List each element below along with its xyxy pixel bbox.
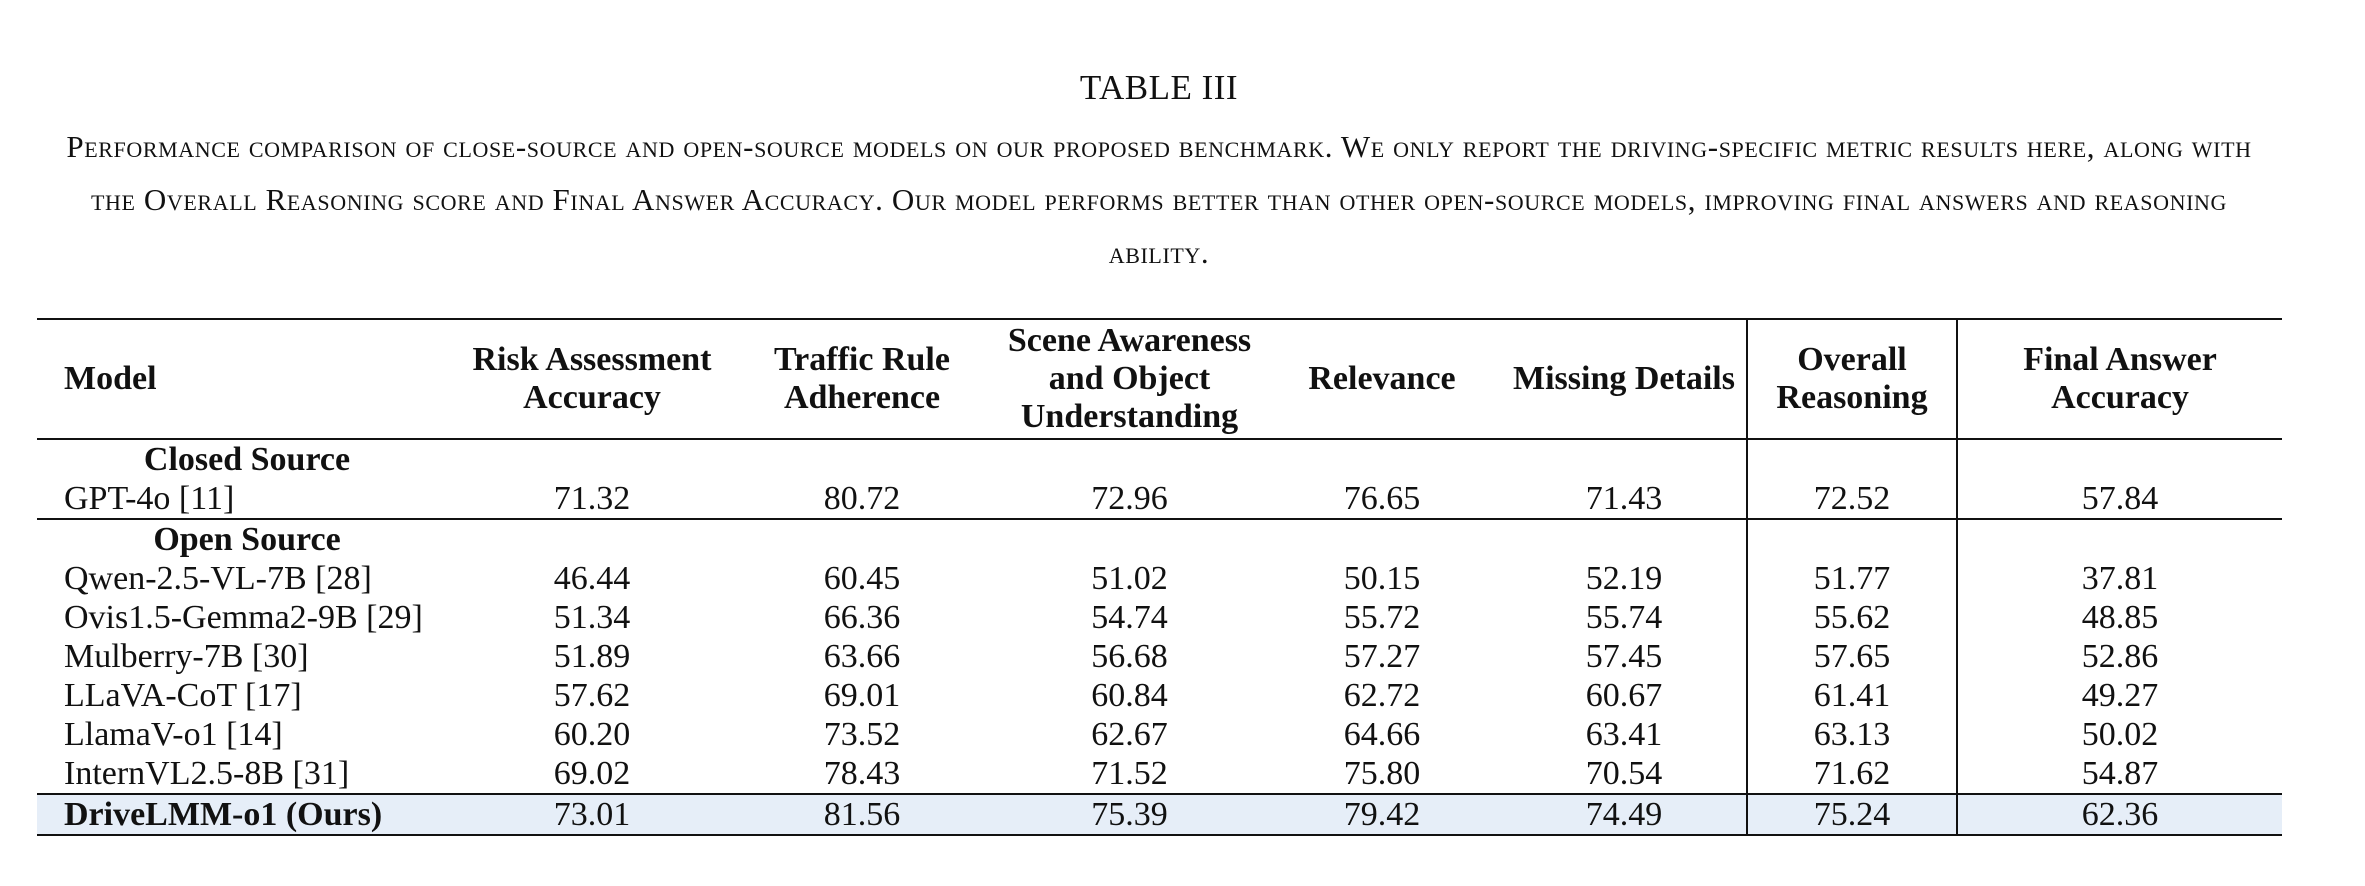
table-cell: 69.02 bbox=[553, 755, 631, 792]
table-cell: 52.86 bbox=[1956, 637, 2282, 676]
column-header-traffic-rule: Traffic Rule Adherence bbox=[727, 318, 997, 440]
table-cell: 63.13 bbox=[1746, 715, 1957, 754]
table-cell: 37.81 bbox=[1956, 559, 2282, 598]
table-cell: 75.39 bbox=[997, 793, 1262, 836]
table-row: Ovis1.5-Gemma2-9B [29] 51.34 66.36 54.74… bbox=[37, 598, 2282, 637]
table-cell: 71.43 bbox=[1585, 480, 1663, 517]
table-cell: 46.44 bbox=[553, 560, 631, 597]
table-cell: 57.45 bbox=[1585, 638, 1663, 675]
table-cell: 50.15 bbox=[1343, 560, 1421, 597]
table-cell: 70.54 bbox=[1585, 755, 1663, 792]
table-cell: 49.27 bbox=[1956, 676, 2282, 715]
model-name: DriveLMM-o1 (Ours) bbox=[37, 793, 457, 836]
table-cell: 64.66 bbox=[1343, 716, 1421, 753]
table-cell: 57.27 bbox=[1343, 638, 1421, 675]
table-cell: 79.42 bbox=[1262, 793, 1502, 836]
table-cell: 75.24 bbox=[1746, 793, 1957, 836]
table-cell: 75.80 bbox=[1343, 755, 1421, 792]
table-row: Qwen-2.5-VL-7B [28] 46.44 60.45 51.02 50… bbox=[37, 559, 2282, 598]
table-cell: 55.72 bbox=[1343, 599, 1421, 636]
table-cell: 73.52 bbox=[823, 716, 901, 753]
table-cell: 63.41 bbox=[1585, 716, 1663, 753]
table-row: LLaVA-CoT [17] 57.62 69.01 60.84 62.72 6… bbox=[37, 676, 2282, 715]
section-header-closed-source: Closed Source bbox=[37, 439, 2282, 479]
table-cell: 63.66 bbox=[823, 638, 901, 675]
table-cell: 73.01 bbox=[457, 793, 727, 836]
table-cell: 71.32 bbox=[553, 480, 631, 517]
table-cell: 57.65 bbox=[1746, 637, 1957, 676]
table-cell: 54.74 bbox=[1091, 599, 1168, 636]
table-cell: 60.84 bbox=[1091, 677, 1168, 714]
table-cell: 51.77 bbox=[1746, 559, 1957, 598]
table-cell: 80.72 bbox=[823, 480, 901, 517]
header-row: Model Risk Assessment Accuracy Traffic R… bbox=[37, 318, 2282, 440]
model-name: LLaVA-CoT [17] bbox=[64, 677, 302, 714]
table-row: GPT-4o [11] 71.32 80.72 72.96 76.65 71.4… bbox=[37, 479, 2282, 519]
table-cell: 76.65 bbox=[1343, 480, 1421, 517]
model-name: Ovis1.5-Gemma2-9B [29] bbox=[64, 599, 423, 636]
column-header-overall-reasoning: Overall Reasoning bbox=[1746, 318, 1957, 440]
table-cell: 60.45 bbox=[823, 560, 901, 597]
table-cell: 71.52 bbox=[1091, 755, 1168, 792]
table-cell: 54.87 bbox=[1956, 754, 2282, 794]
model-name: InternVL2.5-8B [31] bbox=[64, 755, 350, 792]
table-cell: 51.34 bbox=[553, 599, 631, 636]
table-cell: 74.49 bbox=[1502, 793, 1747, 836]
table-cell: 66.36 bbox=[823, 599, 901, 636]
section-label: Closed Source bbox=[143, 441, 351, 478]
column-header-relevance: Relevance bbox=[1262, 318, 1502, 440]
table-cell: 56.68 bbox=[1091, 638, 1168, 675]
table-row: Mulberry-7B [30] 51.89 63.66 56.68 57.27… bbox=[37, 637, 2282, 676]
table-cell: 57.84 bbox=[1956, 479, 2282, 519]
column-header-risk-assessment: Risk Assessment Accuracy bbox=[457, 318, 727, 440]
ours-row: DriveLMM-o1 (Ours) 73.01 81.56 75.39 79.… bbox=[37, 793, 2282, 836]
column-header-missing-details: Missing Details bbox=[1502, 318, 1747, 440]
table-row: LlamaV-o1 [14] 60.20 73.52 62.67 64.66 6… bbox=[37, 715, 2282, 754]
table-cell: 51.02 bbox=[1091, 560, 1168, 597]
column-header-model: Model bbox=[37, 318, 457, 440]
table-cell: 60.67 bbox=[1585, 677, 1663, 714]
table-row: InternVL2.5-8B [31] 69.02 78.43 71.52 75… bbox=[37, 754, 2282, 794]
table-cell: 81.56 bbox=[727, 793, 997, 836]
section-header-open-source: Open Source bbox=[37, 518, 2282, 559]
section-label: Open Source bbox=[37, 518, 457, 559]
model-name: Mulberry-7B [30] bbox=[64, 638, 309, 675]
results-table: Model Risk Assessment Accuracy Traffic R… bbox=[37, 318, 2282, 836]
table-caption: Performance comparison of close-source a… bbox=[66, 129, 2252, 270]
column-header-scene-awareness: Scene Awareness and Object Understanding bbox=[997, 318, 1262, 440]
column-header-final-answer: Final Answer Accuracy bbox=[1956, 318, 2282, 440]
table-cell: 61.41 bbox=[1746, 676, 1957, 715]
table-cell: 62.67 bbox=[1091, 716, 1168, 753]
table-cell: 60.20 bbox=[553, 716, 631, 753]
table-cell: 55.62 bbox=[1746, 598, 1957, 637]
table-cell: 48.85 bbox=[1956, 598, 2282, 637]
table-cell: 72.52 bbox=[1746, 479, 1957, 519]
table-cell: 62.36 bbox=[1956, 793, 2282, 836]
model-name: Qwen-2.5-VL-7B [28] bbox=[64, 560, 372, 597]
table-cell: 52.19 bbox=[1585, 560, 1663, 597]
table-cell: 62.72 bbox=[1343, 677, 1421, 714]
table-cell: 72.96 bbox=[1091, 480, 1168, 517]
table-cell: 50.02 bbox=[1956, 715, 2282, 754]
table-cell: 69.01 bbox=[823, 677, 901, 714]
model-name: GPT-4o [11] bbox=[64, 480, 235, 517]
table-cell: 78.43 bbox=[823, 755, 901, 792]
table-cell: 55.74 bbox=[1585, 599, 1663, 636]
table-cell: 51.89 bbox=[553, 638, 631, 675]
table-number: TABLE III bbox=[1079, 68, 1239, 107]
model-name: LlamaV-o1 [14] bbox=[64, 716, 283, 753]
table-cell: 71.62 bbox=[1746, 754, 1957, 794]
table-cell: 57.62 bbox=[553, 677, 631, 714]
